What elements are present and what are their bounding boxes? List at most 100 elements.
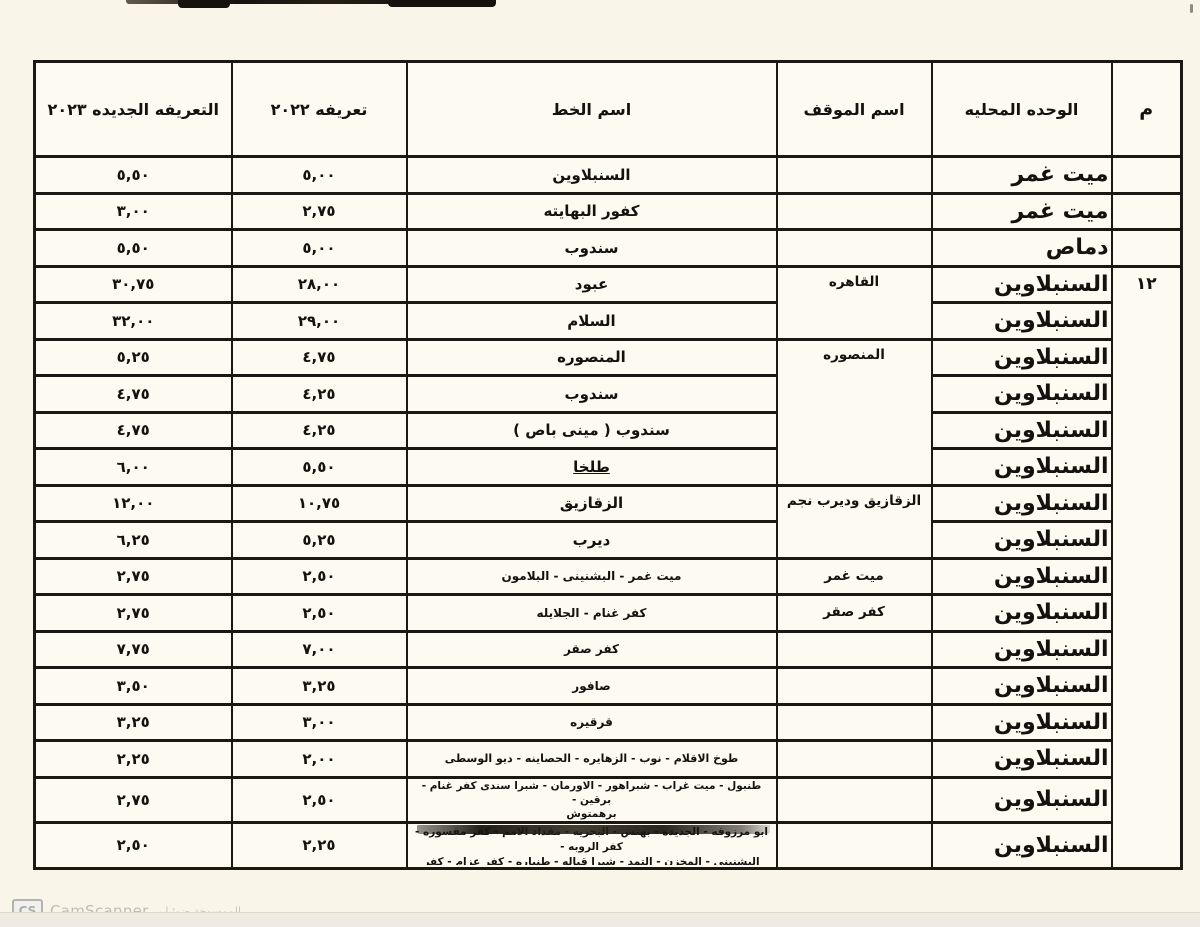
cell-tariff-2022: ٥,٥٠ (230, 447, 408, 487)
cell-stop-name: ميت غمر (775, 556, 933, 596)
cell-line-name: سندوب (405, 228, 778, 268)
table-row: السنبلاوين السلام ٢٩,٠٠ ٣٢,٠٠ (33, 301, 1182, 341)
cell-tariff-2022: ٤,٧٥ (230, 337, 408, 377)
cell-local-unit: السنبلاوين (930, 820, 1113, 870)
cell-local-unit: السنبلاوين (930, 556, 1113, 596)
line-name-text: طنبول - ميت غراب - شبراهور - الاورمان - … (421, 779, 762, 806)
cell-line-name: طلخا (405, 447, 778, 487)
table-row: السنبلاوين طلخا ٥,٥٠ ٦,٠٠ (33, 447, 1182, 487)
cell-tariff-2023: ٣٠,٧٥ (33, 264, 233, 304)
cell-line-name: كفر صقر (405, 629, 778, 669)
cell-line-name: ابو مرزوقه - الجديده - بهنس - البحريه - … (405, 820, 778, 870)
cell-stop-name (775, 155, 933, 195)
tariff-table: م الوحده المحليه اسم الموقف اسم الخط تعر… (33, 60, 1183, 870)
cell-tariff-2023: ٢,٢٥ (33, 739, 233, 779)
cell-line-name: الزقازيق (405, 483, 778, 523)
tariff-table-body: ميت غمر السنبلاوين ٥,٠٠ ٥,٥٠ ميت غمر كفور الب… (33, 155, 1183, 870)
line-name-text: البشنينى - المخزن - التمد - شبرا قباله -… (423, 856, 760, 865)
cell-tariff-2022: ٢,٢٥ (230, 820, 408, 870)
col-header-stop: اسم الموقف (775, 60, 933, 158)
scan-artifact-top (388, 0, 496, 7)
cell-tariff-2022: ٤,٢٥ (230, 410, 408, 450)
cell-tariff-2022: ٢,٧٥ (230, 191, 408, 231)
cell-local-unit: ميت غمر (930, 191, 1113, 231)
cell-tariff-2022: ٣,٠٠ (230, 702, 408, 742)
cell-stop-name: المنصوره (775, 337, 933, 487)
scan-artifact-top-right (1190, 4, 1193, 13)
table-row: السنبلاوين ميت غمر ميت غمر - البشنينى - ال… (33, 556, 1182, 596)
cell-tariff-2022: ٢,٥٠ (230, 556, 408, 596)
cell-local-unit: السنبلاوين (930, 374, 1113, 414)
cell-tariff-2022: ٣,٢٥ (230, 666, 408, 706)
scan-bottom-edge (0, 912, 1200, 927)
cell-tariff-2022: ٥,٢٥ (230, 520, 408, 560)
cell-local-unit: السنبلاوين (930, 593, 1113, 633)
cell-tariff-2023: ٢,٧٥ (33, 593, 233, 633)
cell-stop-name (775, 739, 933, 779)
cell-line-name: ديرب (405, 520, 778, 560)
cell-stop-name (775, 820, 933, 870)
table-row: السنبلاوين الزقازيق وديرب نجم الزقازيق ١٠,٧… (33, 483, 1182, 560)
cell-line-name: سندوب ( مينى باص ) (405, 410, 778, 450)
cell-stop-name (775, 228, 933, 268)
cell-tariff-2023: ٥,٥٠ (33, 155, 233, 195)
cell-tariff-2022: ٥,٠٠ (230, 155, 408, 195)
cell-tariff-2023: ٦,٠٠ (33, 447, 233, 487)
header-row: م الوحده المحليه اسم الموقف اسم الخط تعر… (33, 60, 1183, 158)
cell-line-name: طوخ الاقلام - نوب - الزهايره - الحصاينه … (405, 739, 778, 779)
cell-line-name: سندوب (405, 374, 778, 414)
cell-stop-name: القاهره (775, 264, 933, 341)
cell-local-unit: دماص (930, 228, 1113, 268)
cell-line-name: ميت غمر - البشنينى - البلامون (405, 556, 778, 596)
cell-tariff-2022: ٢,٥٠ (230, 593, 408, 633)
cell-stop-name (775, 702, 933, 742)
cell-tariff-2022: ٤,٢٥ (230, 374, 408, 414)
cell-stop-name: الزقازيق وديرب نجم (775, 483, 933, 560)
table-row: ميت غمر السنبلاوين ٥,٠٠ ٥,٥٠ (33, 155, 1183, 195)
cell-local-unit: السنبلاوين (930, 447, 1113, 487)
cell-tariff-2022: ٢,٥٠ (230, 775, 408, 824)
table-row: السنبلاوين طوخ الاقلام - نوب - الزهايره -… (33, 739, 1182, 779)
table-row: ميت غمر كفور البهايته ٢,٧٥ ٣,٠٠ (33, 191, 1183, 231)
cell-line-name: قرقيره (405, 702, 778, 742)
cell-line-name: عبود (405, 264, 778, 304)
cell-line-name: كفور البهايته (405, 191, 778, 231)
cell-local-unit: السنبلاوين (930, 520, 1113, 560)
table-row: السنبلاوين طنبول - ميت غراب - شبراهور - ا… (33, 775, 1182, 824)
cell-stop-name (775, 191, 933, 231)
cell-stop-name (775, 666, 933, 706)
cell-row-number (1110, 228, 1183, 268)
scan-artifact-top (178, 0, 230, 8)
table-row: السنبلاوين صافور ٣,٢٥ ٣,٥٠ (33, 666, 1182, 706)
cell-local-unit: السنبلاوين (930, 483, 1113, 523)
col-header-line: اسم الخط (405, 60, 778, 158)
cell-tariff-2023: ٤,٧٥ (33, 410, 233, 450)
cell-line-name: طنبول - ميت غراب - شبراهور - الاورمان - … (405, 775, 778, 824)
col-header-tariff-2022: تعريفه ٢٠٢٢ (230, 60, 408, 158)
cell-tariff-2023: ٥,٥٠ (33, 228, 233, 268)
cell-tariff-2023: ٣,٥٠ (33, 666, 233, 706)
cell-tariff-2022: ٢٨,٠٠ (230, 264, 408, 304)
cell-tariff-2023: ٢,٧٥ (33, 556, 233, 596)
cell-tariff-2023: ٣٢,٠٠ (33, 301, 233, 341)
cell-row-number (1110, 155, 1183, 195)
cell-tariff-2022: ٧,٠٠ (230, 629, 408, 669)
cell-local-unit: السنبلاوين (930, 775, 1113, 824)
cell-local-unit: السنبلاوين (930, 301, 1113, 341)
cell-stop-name: كفر صقر (775, 593, 933, 633)
table-row: السنبلاوين المنصوره المنصوره ٤,٧٥ ٥,٢٥ (33, 337, 1182, 487)
col-header-unit: الوحده المحليه (930, 60, 1113, 158)
cell-stop-name (775, 629, 933, 669)
cell-tariff-2022: ٥,٠٠ (230, 228, 408, 268)
cell-row-number: ١٢ (1110, 264, 1183, 870)
table-row: السنبلاوين كفر صقر كفر غنام - الجلايله ٢,٥٠… (33, 593, 1182, 633)
line-name-multiline: طنبول - ميت غراب - شبراهور - الاورمان - … (410, 779, 774, 819)
table-row: دماص سندوب ٥,٠٠ ٥,٥٠ (33, 228, 1183, 268)
cell-line-name: المنصوره (405, 337, 778, 377)
cell-tariff-2023: ٢,٧٥ (33, 775, 233, 824)
cell-tariff-2022: ٢,٠٠ (230, 739, 408, 779)
cell-local-unit: السنبلاوين (930, 337, 1113, 377)
line-name-multiline: ابو مرزوقه - الجديده - بهنس - البحريه - … (410, 825, 774, 865)
cell-local-unit: السنبلاوين (930, 702, 1113, 742)
